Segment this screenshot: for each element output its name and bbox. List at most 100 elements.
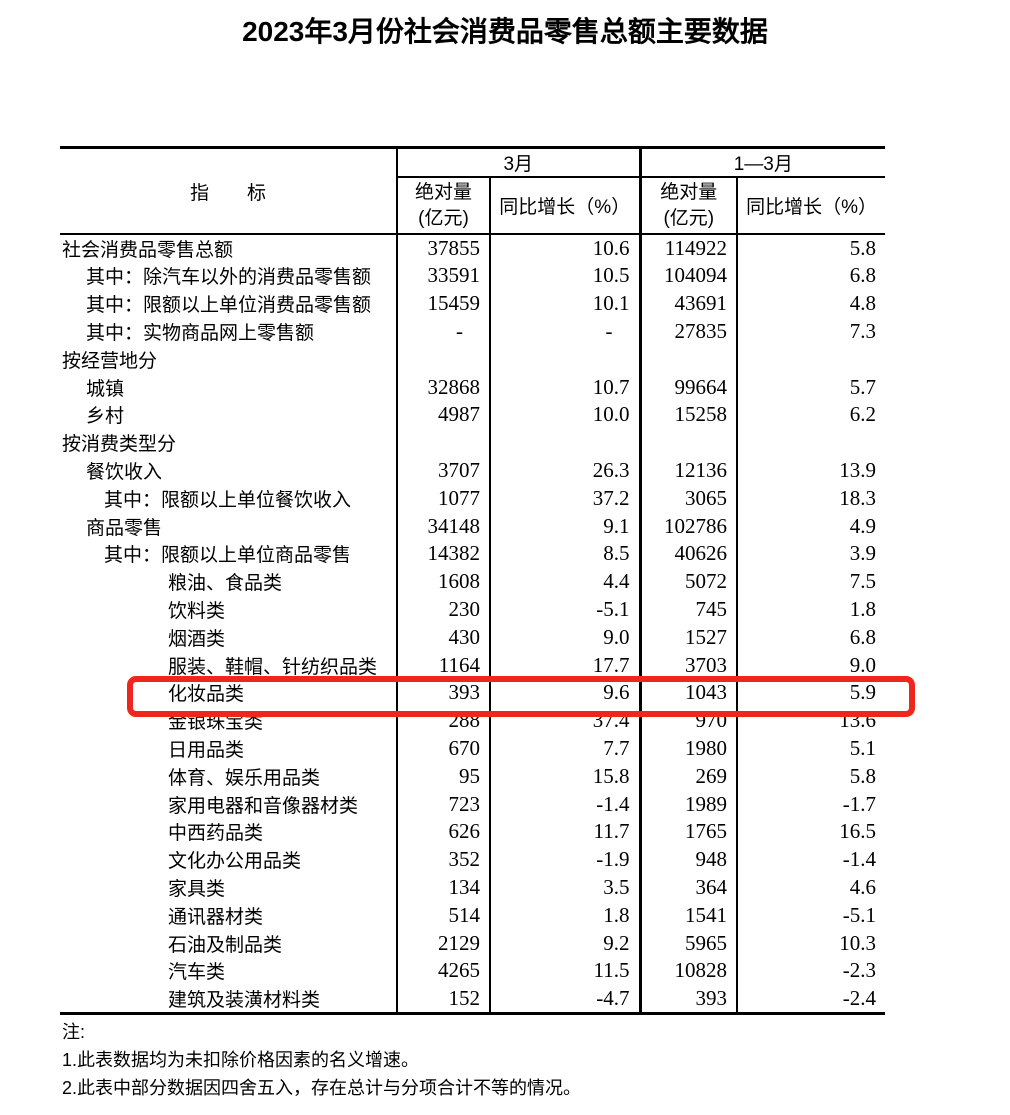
q1-yoy-growth: 3.9 xyxy=(849,541,877,566)
march-absolute-value: 723 xyxy=(397,790,491,818)
march-absolute-value: 393 xyxy=(397,678,491,707)
march-yoy-growth: 26.3 xyxy=(490,456,642,485)
q1-yoy-growth: -2.3 xyxy=(842,958,877,983)
march-yoy-growth: 9.6 xyxy=(490,678,642,707)
header-absolute-line2: (亿元) xyxy=(418,207,469,229)
q1-yoy-growth xyxy=(737,429,885,457)
table-row: 汽车类 4265 11.5 10828 -2.3 xyxy=(60,956,885,985)
march-absolute-value: - xyxy=(397,317,491,346)
row-indicator-label: 饮料类 xyxy=(60,595,398,624)
table-row: 烟酒类 430 9.0 1527 6.8 xyxy=(60,623,885,652)
march-yoy-growth: 9.2 xyxy=(490,929,642,957)
q1-absolute-value: 99664 xyxy=(640,373,739,401)
march-absolute-value: 2129 xyxy=(397,929,491,957)
header-absolute-line1: 绝对量 xyxy=(414,181,472,203)
q1-yoy-growth: 5.8 xyxy=(849,236,877,260)
q1-yoy-growth: 5.7 xyxy=(849,374,877,399)
q1-yoy-growth: 4.6 xyxy=(849,874,877,899)
q1-yoy-growth: 9.0 xyxy=(849,652,877,677)
march-absolute-value: 34148 xyxy=(397,512,491,540)
q1-absolute-value: 114922 xyxy=(640,234,739,262)
row-indicator-label: 文化办公用品类 xyxy=(60,845,398,874)
q1-absolute-value: 3065 xyxy=(640,484,739,513)
q1-yoy-growth: -5.1 xyxy=(842,902,877,927)
table-row: 建筑及装潢材料类 152 -4.7 393 -2.4 xyxy=(60,984,885,1014)
march-yoy-growth: -1.9 xyxy=(490,845,642,874)
q1-absolute-value: 1980 xyxy=(640,734,739,763)
column-header-q1-yoy: 同比增长（%） xyxy=(737,177,886,235)
march-absolute-value: 32868 xyxy=(397,373,491,401)
row-indicator-label: 日用品类 xyxy=(60,734,398,763)
row-indicator-label: 石油及制品类 xyxy=(60,929,398,957)
table-row: 其中：实物商品网上零售额 - -27835 7.3 xyxy=(60,317,885,346)
q1-yoy-growth: 1.8 xyxy=(849,596,877,621)
table-row-highlighted: 化妆品类 393 9.6 1043 5.9 xyxy=(60,678,885,707)
column-group-jan-mar: 1—3月 xyxy=(640,147,886,178)
row-indicator-label: 乡村 xyxy=(60,400,398,429)
page-title: 2023年3月份社会消费品零售总额主要数据 xyxy=(242,16,768,47)
march-absolute-value xyxy=(397,428,491,457)
q1-yoy-growth: 5.9 xyxy=(849,680,877,705)
table-row: 餐饮收入 3707 26.3 12136 13.9 xyxy=(60,456,885,485)
q1-yoy-growth: 7.3 xyxy=(849,318,877,343)
march-yoy-growth: 11.7 xyxy=(490,817,642,846)
march-absolute-value: 430 xyxy=(397,623,491,652)
retail-sales-table: 指 标 3月 1—3月 绝对量 (亿元) 同比增长（%） 绝对量 (亿元) 同比… xyxy=(60,146,886,1015)
q1-absolute-value: 1541 xyxy=(640,901,739,930)
q1-yoy-growth: -1.4 xyxy=(842,847,877,872)
footnote-heading: 注: xyxy=(62,1022,86,1042)
column-header-march-yoy: 同比增长（%） xyxy=(490,177,642,235)
march-yoy-growth: 4.4 xyxy=(490,567,642,596)
table-row: 家用电器和音像器材类 723 -1.4 1989 -1.7 xyxy=(60,790,885,818)
march-absolute-value: 95 xyxy=(397,762,491,791)
march-absolute-value: 352 xyxy=(397,845,491,874)
row-indicator-label: 粮油、食品类 xyxy=(60,567,398,596)
row-indicator-label: 中西药品类 xyxy=(60,817,398,846)
row-indicator-label: 通讯器材类 xyxy=(60,901,398,930)
row-indicator-label: 其中：限额以上单位商品零售 xyxy=(60,539,398,568)
march-yoy-growth xyxy=(490,345,642,374)
march-absolute-value: 514 xyxy=(397,901,491,930)
q1-yoy-growth: -1.7 xyxy=(842,791,877,816)
footnote-item: 2.此表中部分数据因四舍五入，存在总计与分项合计不等的情况。 xyxy=(62,1078,582,1098)
q1-yoy-growth: 13.9 xyxy=(839,457,877,482)
table-row: 饮料类 230 -5.1 745 1.8 xyxy=(60,595,885,624)
march-absolute-value: 37855 xyxy=(397,234,491,262)
q1-absolute-value: 1765 xyxy=(640,817,739,846)
q1-absolute-value: 3703 xyxy=(640,651,739,679)
row-indicator-label: 按消费类型分 xyxy=(60,428,398,457)
table-row: 日用品类 670 7.7 1980 5.1 xyxy=(60,734,885,763)
q1-absolute-value: 5072 xyxy=(640,567,739,596)
q1-absolute-value: 364 xyxy=(640,873,739,902)
q1-absolute-value: 1989 xyxy=(640,790,739,818)
row-indicator-label: 汽车类 xyxy=(60,956,398,985)
row-indicator-label: 餐饮收入 xyxy=(60,456,398,485)
header-absolute-line1: 绝对量 xyxy=(660,181,718,203)
row-indicator-label: 商品零售 xyxy=(60,512,398,540)
q1-yoy-growth: 5.1 xyxy=(849,735,877,760)
q1-absolute-value: 970 xyxy=(640,706,739,735)
row-indicator-label: 其中：实物商品网上零售额 xyxy=(60,317,398,346)
q1-absolute-value: 1527 xyxy=(640,623,739,652)
march-absolute-value: 14382 xyxy=(397,539,491,568)
table-row: 服装、鞋帽、针纺织品类 1164 17.7 3703 9.0 xyxy=(60,651,885,679)
table-row: 粮油、食品类 1608 4.4 5072 7.5 xyxy=(60,567,885,596)
header-sub-row: 绝对量 (亿元) 同比增长（%） 绝对量 (亿元) 同比增长（%） xyxy=(60,177,886,235)
table-row: 社会消费品零售总额 37855 10.6 114922 5.8 xyxy=(60,234,885,262)
table-row: 其中：除汽车以外的消费品零售额 33591 10.5 104094 6.8 xyxy=(60,262,885,290)
q1-absolute-value: 40626 xyxy=(640,539,739,568)
march-absolute-value: 33591 xyxy=(397,262,491,290)
march-yoy-growth: -5.1 xyxy=(490,595,642,624)
row-indicator-label: 体育、娱乐用品类 xyxy=(60,762,398,791)
column-header-indicator: 指 标 xyxy=(60,147,398,235)
march-yoy-growth: 10.6 xyxy=(490,234,642,262)
q1-absolute-value: 102786 xyxy=(640,512,739,540)
table-row: 按经营地分 xyxy=(60,345,885,374)
row-indicator-label: 建筑及装潢材料类 xyxy=(60,984,398,1014)
table-row: 商品零售 34148 9.1 102786 4.9 xyxy=(60,512,885,540)
march-yoy-growth: 9.1 xyxy=(490,512,642,540)
march-absolute-value: 230 xyxy=(397,595,491,624)
march-absolute-value: 3707 xyxy=(397,456,491,485)
q1-absolute-value: 1043 xyxy=(640,678,739,707)
q1-yoy-growth: 6.8 xyxy=(849,263,877,288)
